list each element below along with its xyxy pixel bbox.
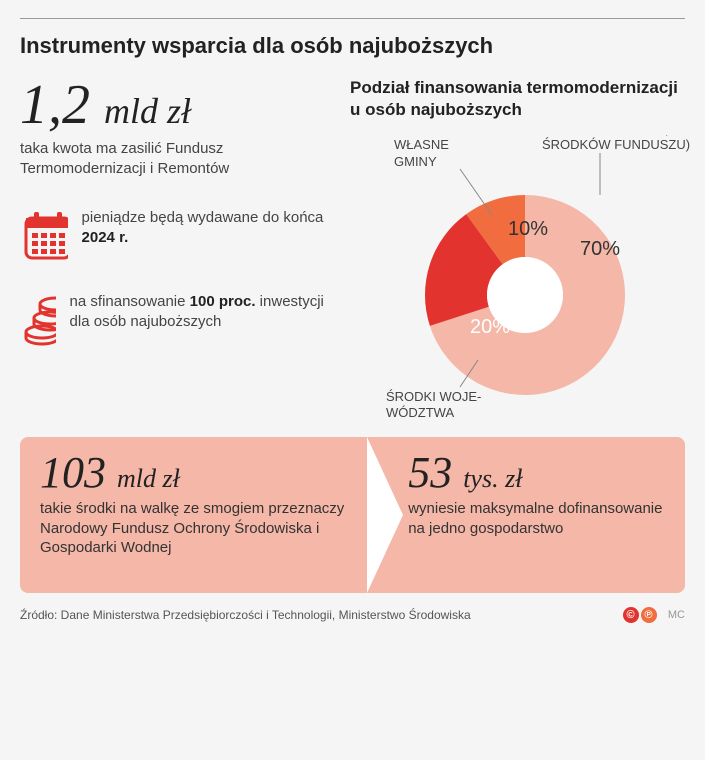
source-text: Źródło: Dane Ministerstwa Przedsiębiorcz… [20, 608, 471, 622]
slice-label: BUDŻET PAŃSTWA (ZE ŚRODKÓW FUNDUSZU) [542, 135, 690, 154]
lower-right-num: 53 tys. zł [408, 451, 665, 495]
left-column: 1,2 mld zł taka kwota ma zasilić Fundusz… [20, 77, 330, 415]
lower-right-desc: wyniesie maksymalne dofinansowanie na je… [408, 499, 665, 538]
lower-left-num: 103 mld zł [40, 451, 348, 495]
badge-p: ℗ [641, 607, 657, 623]
lower-right: 53 tys. zł wyniesie maksymalne dofinanso… [368, 437, 685, 593]
calendar-icon [20, 208, 68, 264]
copyright-badges: © ℗ [623, 607, 657, 623]
lower-left: 103 mld zł takie środki na walkę ze smog… [20, 437, 368, 593]
slice-pct: 70% [580, 238, 620, 260]
headline-caption: taka kwota ma zasilić Fundusz Termomoder… [20, 139, 330, 180]
slice-label: ŚRODKI WOJE­WÓDZTWA [386, 389, 486, 422]
fact-text-2: na sfinansowanie 100 proc. inwestycji dl… [70, 292, 330, 333]
headline-number: 1,2 mld zł [20, 77, 330, 133]
slice-pct: 10% [508, 218, 548, 240]
lower-panel: 103 mld zł takie środki na walkę ze smog… [20, 437, 685, 593]
footer-right: © ℗ MC [623, 607, 685, 623]
fact-text-1: pieniądze będą wydawane do końca 2024 r. [82, 208, 330, 249]
slice-pct: 20% [470, 316, 510, 338]
headline-value: 1,2 [20, 74, 90, 136]
coins-icon [20, 292, 56, 348]
fact-row-coins: na sfinansowanie 100 proc. inwestycji dl… [20, 292, 330, 348]
chart-title: Podział finansowania termo­modernizacji … [350, 77, 685, 121]
donut-chart: 70%BUDŻET PAŃSTWA (ZE ŚRODKÓW FUNDUSZU)2… [350, 135, 670, 415]
right-column: Podział finansowania termo­modernizacji … [350, 77, 685, 415]
main-title: Instrumenty wsparcia dla osób najuboższy… [20, 18, 685, 59]
headline-unit: mld zł [104, 91, 191, 131]
author-initials: MC [668, 609, 685, 621]
badge-c: © [623, 607, 639, 623]
chevron-divider [367, 437, 403, 593]
slice-label: FUNDUSZE WŁASNE GMINY [394, 135, 494, 170]
lower-left-desc: takie środki na walkę ze smogiem przezna… [40, 499, 348, 558]
fact-row-calendar: pieniądze będą wydawane do końca 2024 r. [20, 208, 330, 264]
upper-section: 1,2 mld zł taka kwota ma zasilić Fundusz… [20, 77, 685, 415]
footer: Źródło: Dane Ministerstwa Przedsiębiorcz… [20, 607, 685, 623]
donut-svg: 70% BUDŻET PAŃSTWA (ZE ŚRODKÓW FUNDUSZU) 2… [350, 135, 690, 425]
